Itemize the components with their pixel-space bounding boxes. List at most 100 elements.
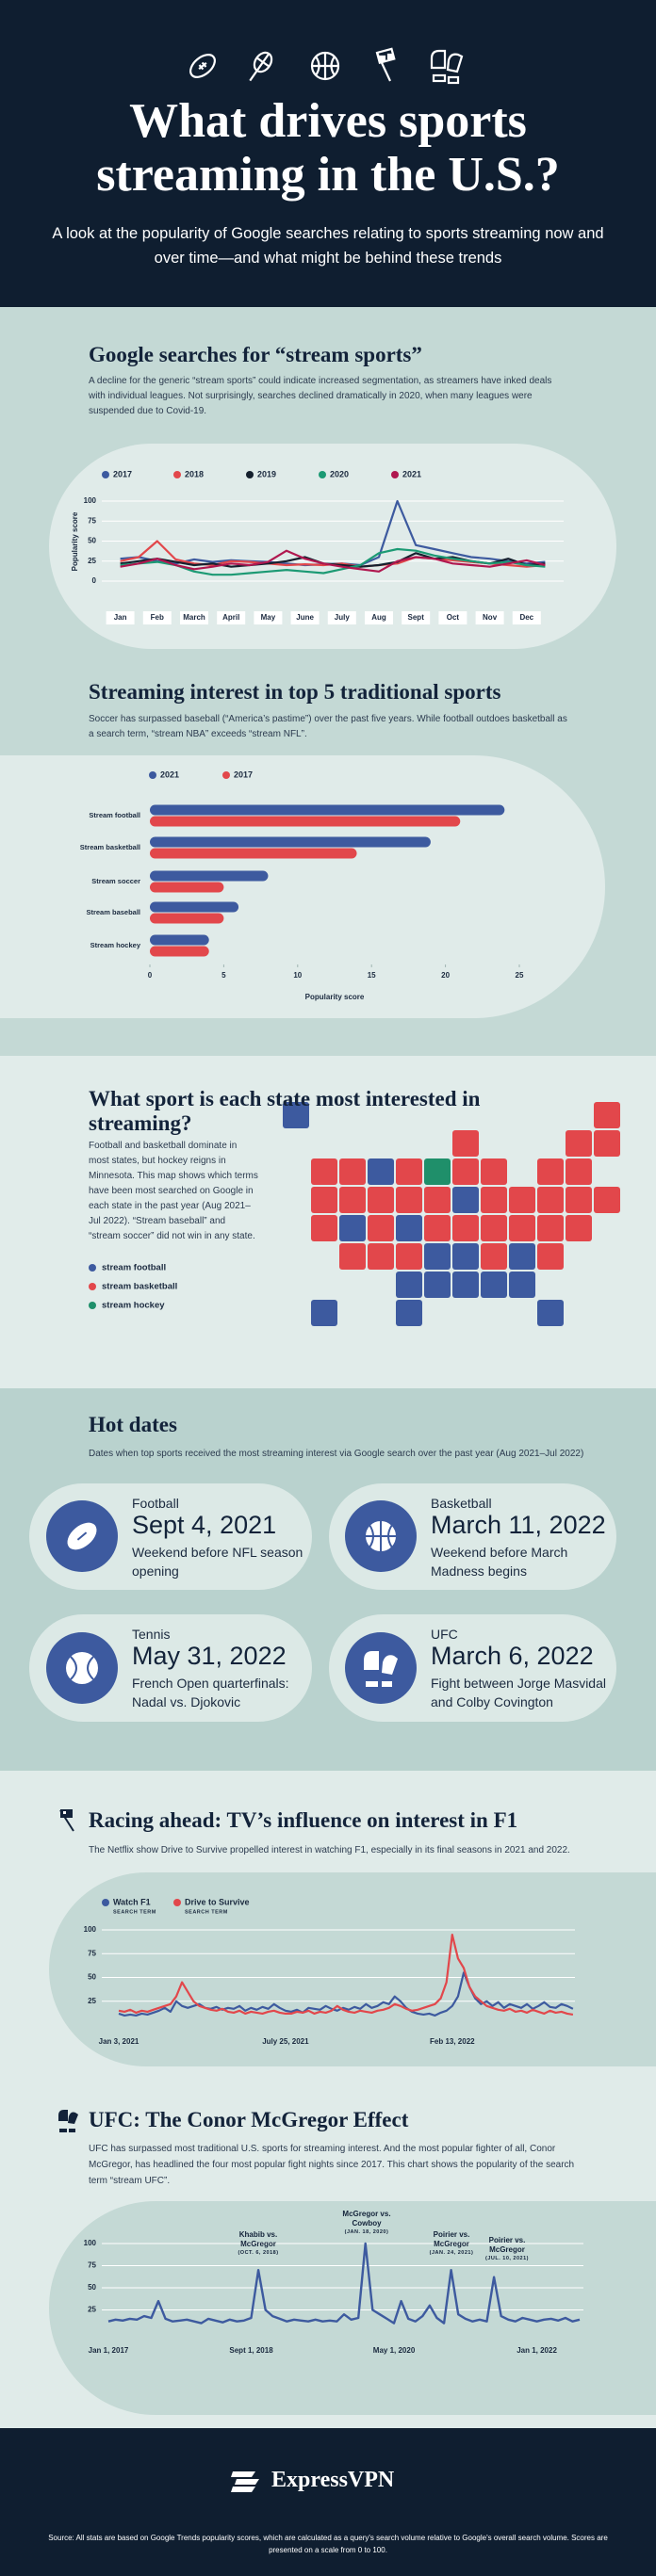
date-icons bbox=[46, 1500, 417, 1704]
bar bbox=[150, 934, 209, 946]
state-tile bbox=[481, 1187, 507, 1213]
state-tile bbox=[396, 1187, 422, 1213]
bar bbox=[150, 882, 224, 893]
chart-panel bbox=[49, 1872, 656, 2066]
section-title: UFC: The Conor McGregor Effect bbox=[89, 2108, 409, 2131]
annotation-label: McGregor vs. Cowboy bbox=[342, 2210, 391, 2228]
state-tile bbox=[481, 1158, 507, 1185]
y-tick-label: 50 bbox=[88, 537, 96, 545]
annotation-date: (JUL. 10, 2021) bbox=[484, 2256, 530, 2261]
state-tile bbox=[339, 1158, 366, 1185]
state-tile bbox=[339, 1243, 366, 1270]
state-tile bbox=[594, 1187, 620, 1213]
legend-label: stream football bbox=[102, 1263, 166, 1273]
bar bbox=[150, 913, 224, 924]
x-tick-label: April bbox=[222, 613, 239, 622]
racket-icon bbox=[249, 51, 273, 82]
state-tile bbox=[396, 1300, 422, 1326]
y-tick-label: 50 bbox=[88, 2283, 96, 2292]
legend-swatch bbox=[102, 1899, 109, 1906]
basketball-icon bbox=[364, 1519, 398, 1553]
x-tick-label: June bbox=[296, 613, 314, 622]
card-date: Sept 4, 2021 bbox=[132, 1511, 277, 1539]
x-tick-label: 0 bbox=[148, 971, 153, 980]
y-tick-label: 100 bbox=[84, 2239, 97, 2247]
state-tile bbox=[424, 1243, 451, 1270]
x-tick-label: Oct bbox=[447, 613, 460, 622]
state-tile bbox=[396, 1272, 422, 1298]
category-label: Stream hockey bbox=[90, 941, 141, 949]
state-tile bbox=[594, 1102, 620, 1128]
legend-note: SEARCH TERM bbox=[185, 1909, 228, 1915]
bar bbox=[150, 848, 357, 859]
card-date: March 6, 2022 bbox=[431, 1642, 594, 1670]
x-label-box bbox=[402, 611, 431, 624]
legend-label: 2021 bbox=[402, 469, 421, 478]
legend-note: SEARCH TERM bbox=[113, 1909, 156, 1915]
legend-label: 2020 bbox=[330, 469, 349, 478]
state-tile bbox=[481, 1243, 507, 1270]
page-subtitle: A look at the popularity of Google searc… bbox=[52, 225, 604, 267]
annotation-label: Khabib vs. McGregor bbox=[238, 2230, 278, 2248]
state-tile bbox=[509, 1243, 535, 1270]
brand-name: ExpressVPN bbox=[271, 2468, 395, 2492]
x-axis-title: Popularity score bbox=[305, 993, 365, 1001]
bar bbox=[150, 870, 269, 882]
line-series bbox=[118, 1971, 574, 2017]
state-tile bbox=[283, 1102, 309, 1128]
y-tick-label: 25 bbox=[88, 557, 96, 565]
x-tick-label: Jan bbox=[114, 613, 127, 622]
legend-label: Drive to Survive bbox=[185, 1897, 250, 1906]
legend-swatch bbox=[173, 471, 181, 478]
annotation-label: Poirier vs. McGregor bbox=[488, 2236, 526, 2254]
card-sport: Basketball bbox=[431, 1496, 492, 1511]
x-tick-label: July bbox=[335, 613, 351, 622]
state-tile bbox=[396, 1243, 422, 1270]
section-text: A decline for the generic “stream sports… bbox=[89, 376, 552, 416]
legend-label: 2019 bbox=[257, 469, 276, 478]
bar bbox=[150, 901, 239, 913]
card-note: French Open quarterfinals: Nadal vs. Djo… bbox=[132, 1676, 289, 1709]
section-title: Google searches for “stream sports” bbox=[89, 343, 422, 366]
x-tick-label: May bbox=[261, 613, 276, 622]
y-tick-label: 0 bbox=[92, 576, 97, 585]
gloves-icon bbox=[58, 2110, 78, 2132]
category-label: Stream baseball bbox=[86, 908, 140, 916]
football-icon bbox=[189, 54, 216, 78]
legend-swatch bbox=[173, 1899, 181, 1906]
card-note: Weekend before March Madness begins bbox=[431, 1545, 568, 1579]
page-title: What drives sports streaming in the U.S.… bbox=[96, 94, 560, 202]
section-text: UFC has surpassed most traditional U.S. … bbox=[89, 2144, 575, 2186]
legend-swatch bbox=[391, 471, 399, 478]
state-tile bbox=[452, 1243, 479, 1270]
x-tick-label: Jan 1, 2022 bbox=[517, 2346, 557, 2355]
x-tick-label: March bbox=[183, 613, 205, 622]
card-note: Fight between Jorge Masvidal and Colby C… bbox=[431, 1676, 606, 1709]
legend-label: 2018 bbox=[185, 469, 204, 478]
line-series bbox=[120, 499, 546, 567]
x-tick-label: Jan 3, 2021 bbox=[99, 2037, 139, 2046]
y-tick-label: 100 bbox=[84, 1925, 97, 1934]
state-tile bbox=[339, 1187, 366, 1213]
state-tile bbox=[509, 1187, 535, 1213]
legend-label: stream basketball bbox=[102, 1282, 177, 1292]
legend-swatch bbox=[319, 471, 326, 478]
state-tile bbox=[481, 1215, 507, 1241]
state-tile bbox=[311, 1158, 337, 1185]
state-tile bbox=[537, 1187, 564, 1213]
y-tick-label: 25 bbox=[88, 1997, 96, 2005]
source-note: Source: All stats are based on Google Tr… bbox=[48, 2534, 608, 2554]
card-date: March 11, 2022 bbox=[431, 1511, 606, 1539]
x-tick-label: Sept bbox=[408, 613, 425, 622]
section-text: Dates when top sports received the most … bbox=[89, 1449, 584, 1459]
x-label-box bbox=[438, 611, 467, 624]
flag-icon bbox=[59, 1809, 74, 1832]
state-tile bbox=[509, 1215, 535, 1241]
section-title: Streaming interest in top 5 traditional … bbox=[89, 680, 501, 704]
x-label-box bbox=[142, 611, 172, 624]
x-tick-label: 10 bbox=[293, 971, 302, 980]
state-tile bbox=[311, 1187, 337, 1213]
x-tick-label: Sept 1, 2018 bbox=[229, 2346, 273, 2355]
state-tile bbox=[509, 1272, 535, 1298]
x-tick-label: Feb 13, 2022 bbox=[430, 2037, 475, 2046]
